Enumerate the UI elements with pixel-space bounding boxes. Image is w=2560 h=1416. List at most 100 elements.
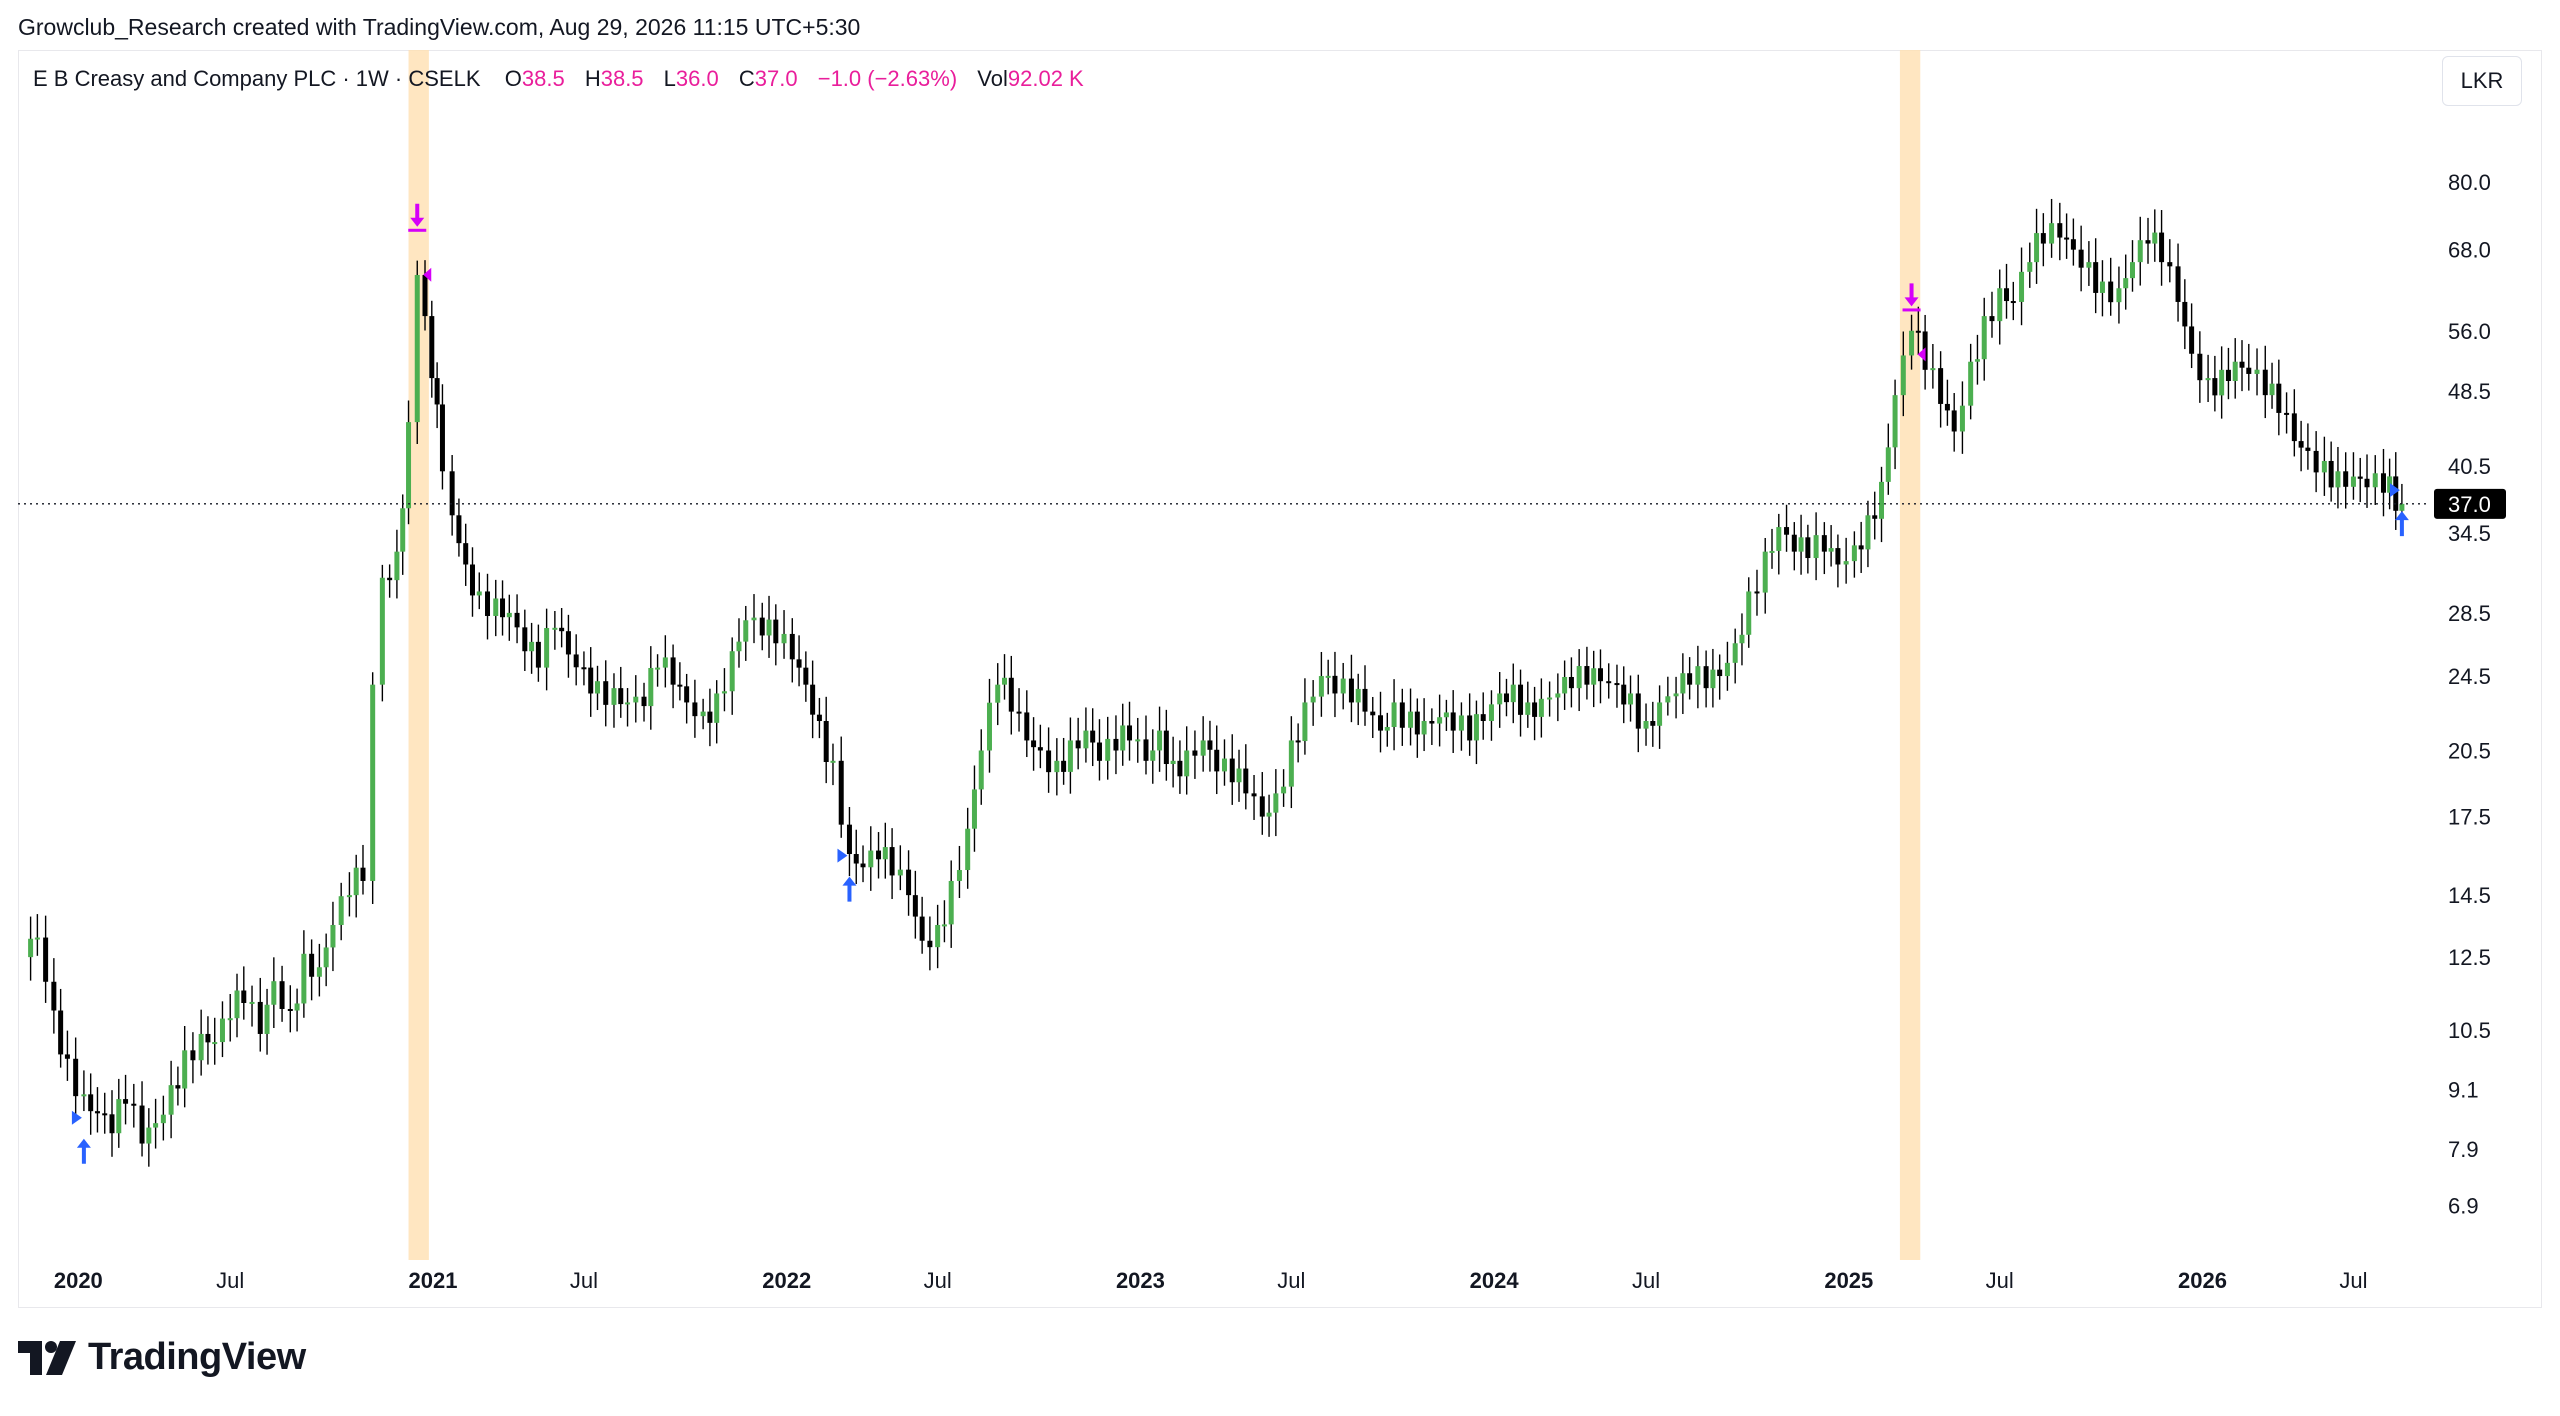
candle-body [323, 947, 329, 968]
candle-body [1989, 316, 1995, 322]
close-value: 37.0 [754, 66, 798, 91]
candle-body [2225, 369, 2231, 381]
candle-body [2040, 233, 2046, 244]
candle-body [1157, 730, 1163, 751]
candle-body [234, 990, 240, 1019]
candle-body [514, 612, 520, 628]
y-tick-label: 48.5 [2448, 379, 2491, 404]
candle-body [2212, 378, 2218, 396]
candle-body [641, 696, 647, 707]
candle-body [2123, 278, 2129, 289]
candle-body [1450, 712, 1456, 731]
candle-body [249, 1001, 255, 1004]
candle-body [1938, 368, 1944, 404]
candle-body [552, 627, 558, 630]
candle-body [810, 684, 816, 715]
x-tick-label: Jul [2339, 1268, 2367, 1293]
candle-body [2099, 281, 2105, 293]
candle-body [941, 924, 947, 927]
candle-body [73, 1058, 79, 1097]
candle-body [1635, 693, 1641, 729]
candle-body [2010, 301, 2016, 304]
candle-body [2093, 262, 2099, 293]
candle-body [1302, 702, 1308, 742]
candle-body [1488, 704, 1494, 722]
x-tick-label: 2020 [54, 1268, 103, 1293]
y-tick-label: 7.9 [2448, 1137, 2479, 1162]
candle-body [1518, 684, 1524, 715]
candle-body [1229, 758, 1235, 783]
candle-body [346, 895, 352, 898]
candle-body [2343, 471, 2349, 487]
candle-body [781, 633, 787, 644]
candle-body [766, 619, 772, 636]
candle-body [2313, 450, 2319, 473]
candle-body [633, 696, 639, 703]
candle-body [1054, 760, 1060, 773]
candle-body [743, 620, 749, 642]
candle-body [816, 714, 822, 722]
candle-body [1687, 673, 1693, 685]
candle-body [1784, 527, 1790, 535]
candle-body [1429, 721, 1435, 724]
candle-body [1872, 515, 1878, 519]
x-tick-label: Jul [1632, 1268, 1660, 1293]
candle-body [34, 937, 40, 940]
tradingview-logo[interactable]: TradingView [18, 1336, 306, 1379]
candle-body [1503, 693, 1509, 703]
y-tick-label: 24.5 [2448, 664, 2491, 689]
candle-body [1295, 740, 1301, 743]
candle-body [838, 760, 844, 825]
candle-body [1562, 676, 1568, 694]
candle-body [1163, 730, 1169, 765]
candle-body [565, 631, 571, 655]
candle-body [618, 688, 624, 705]
candle-body [2152, 232, 2158, 244]
candle-body [2064, 237, 2070, 240]
candle-body [2291, 413, 2297, 442]
candle-body [1251, 793, 1257, 797]
candle-body [1680, 673, 1686, 694]
candle-body [1930, 368, 1936, 371]
candle-body [279, 981, 285, 1009]
candle-body [2350, 476, 2356, 487]
candle-body [1885, 447, 1891, 482]
candle-body [1643, 721, 1649, 729]
x-tick-label: 2021 [409, 1268, 458, 1293]
candle-body [1384, 727, 1390, 731]
candle-body [522, 627, 528, 652]
y-tick-label: 28.5 [2448, 601, 2491, 626]
candle-body [830, 760, 836, 763]
candle-body [1843, 561, 1849, 565]
candle-body [1408, 711, 1414, 728]
candle-body [919, 916, 925, 941]
candle-body [1724, 662, 1730, 677]
candle-body [529, 641, 535, 652]
candle-body [414, 274, 420, 423]
candle-body [370, 684, 376, 881]
candle-body [264, 1004, 270, 1034]
candle-body [353, 867, 359, 896]
candle-body [1075, 740, 1081, 749]
candle-body [751, 617, 757, 621]
candle-body [906, 869, 912, 896]
candle-body [611, 688, 617, 705]
candle-body [978, 750, 984, 790]
candle-body [1769, 550, 1775, 553]
candle-body [2108, 281, 2114, 303]
sell-signal-arrow [410, 203, 425, 227]
candle-body [860, 863, 866, 868]
candle-body [2321, 460, 2327, 473]
candle-body [2057, 223, 2063, 238]
sell-signal-arrow [1904, 283, 1919, 307]
candle-body [789, 633, 795, 660]
candle-body [1281, 786, 1287, 794]
currency-button[interactable]: LKR [2442, 56, 2522, 106]
candle-body [956, 870, 962, 881]
candle-body [271, 981, 277, 1005]
candle-body [736, 641, 742, 652]
candle-body [2137, 240, 2143, 263]
candle-body [1628, 693, 1634, 705]
candle-body [684, 686, 690, 703]
